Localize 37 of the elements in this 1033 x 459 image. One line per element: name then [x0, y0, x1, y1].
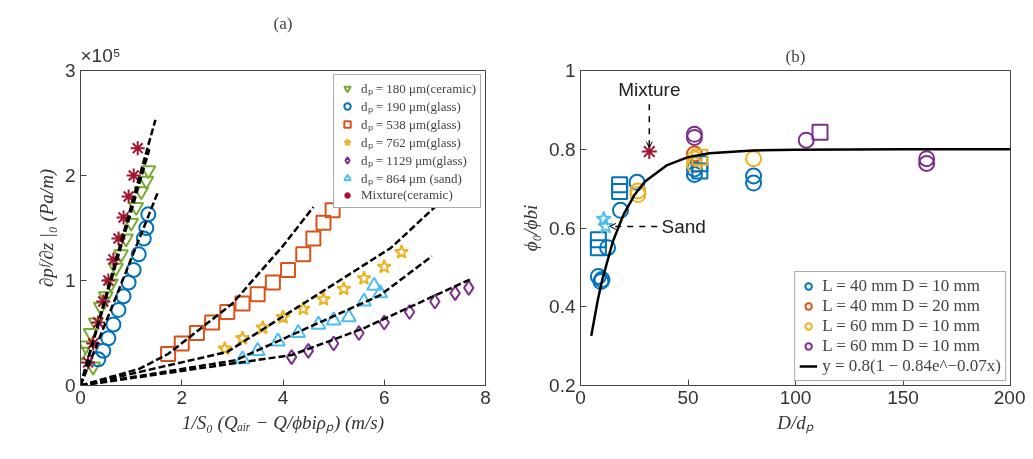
y-tick-label: 1	[64, 270, 76, 291]
legend-label: dₚ = 762 μm(glass)	[361, 134, 461, 151]
legend-label: dₚ = 538 μm(glass)	[361, 116, 461, 133]
legend-label: L = 60 mm D = 10 mm	[822, 316, 980, 336]
legend-label: dₚ = 190 μm(glass)	[361, 98, 461, 115]
legend-label: dₚ = 864 μm (sand)	[361, 170, 462, 187]
x-tick-label: 150	[887, 386, 919, 408]
x-tick-label: 200	[993, 386, 1026, 408]
legend-label: dₚ = 1129 μm(glass)	[361, 152, 467, 169]
y-tick-label: 0.8	[549, 138, 576, 160]
annotation: Sand	[661, 215, 706, 237]
chart-title: (a)	[273, 13, 293, 33]
x-tick-label: 2	[176, 386, 188, 408]
x-axis-title: 1/S₀ (Qₐᵢᵣ − Q/ϕbiρₚ) (m/s)	[181, 411, 385, 434]
x-tick-label: 6	[378, 386, 390, 408]
x-tick-label: 50	[677, 386, 699, 408]
y-tick-label: 3	[64, 60, 76, 81]
legend-label: L = 40 mm D = 20 mm	[822, 296, 980, 316]
y-axis-title: ∂pᶠ/∂z |₀ (Pa/m)	[35, 168, 58, 288]
x-tick-label: 100	[779, 386, 812, 408]
text: ×10⁵	[80, 44, 121, 66]
legend-label: Mixture(ceramic)	[361, 187, 453, 203]
x-tick-label: 8	[480, 386, 491, 408]
y-tick-label: 2	[64, 165, 76, 186]
chart-title: (b)	[785, 46, 806, 66]
y-tick-label: 0.4	[549, 296, 576, 318]
y-axis-title: ϕ₀/ϕbi	[520, 204, 542, 252]
legend-label: y = 0.8(1 − 0.84e^−0.07x)	[822, 356, 1001, 376]
legend-label: L = 60 mm D = 10 mm	[822, 336, 980, 356]
legend-label: L = 40 mm D = 10 mm	[822, 276, 980, 296]
y-tick-label: 1	[564, 60, 576, 81]
y-tick-label: 0.6	[549, 217, 576, 239]
x-tick-label: 4	[277, 386, 289, 408]
y-tick-label: 0.2	[549, 375, 576, 396]
x-axis-title: D/dₚ	[776, 411, 814, 434]
legend-label: dₚ = 180 μm(ceramic)	[361, 80, 476, 97]
annotation: Mixture	[618, 79, 681, 101]
